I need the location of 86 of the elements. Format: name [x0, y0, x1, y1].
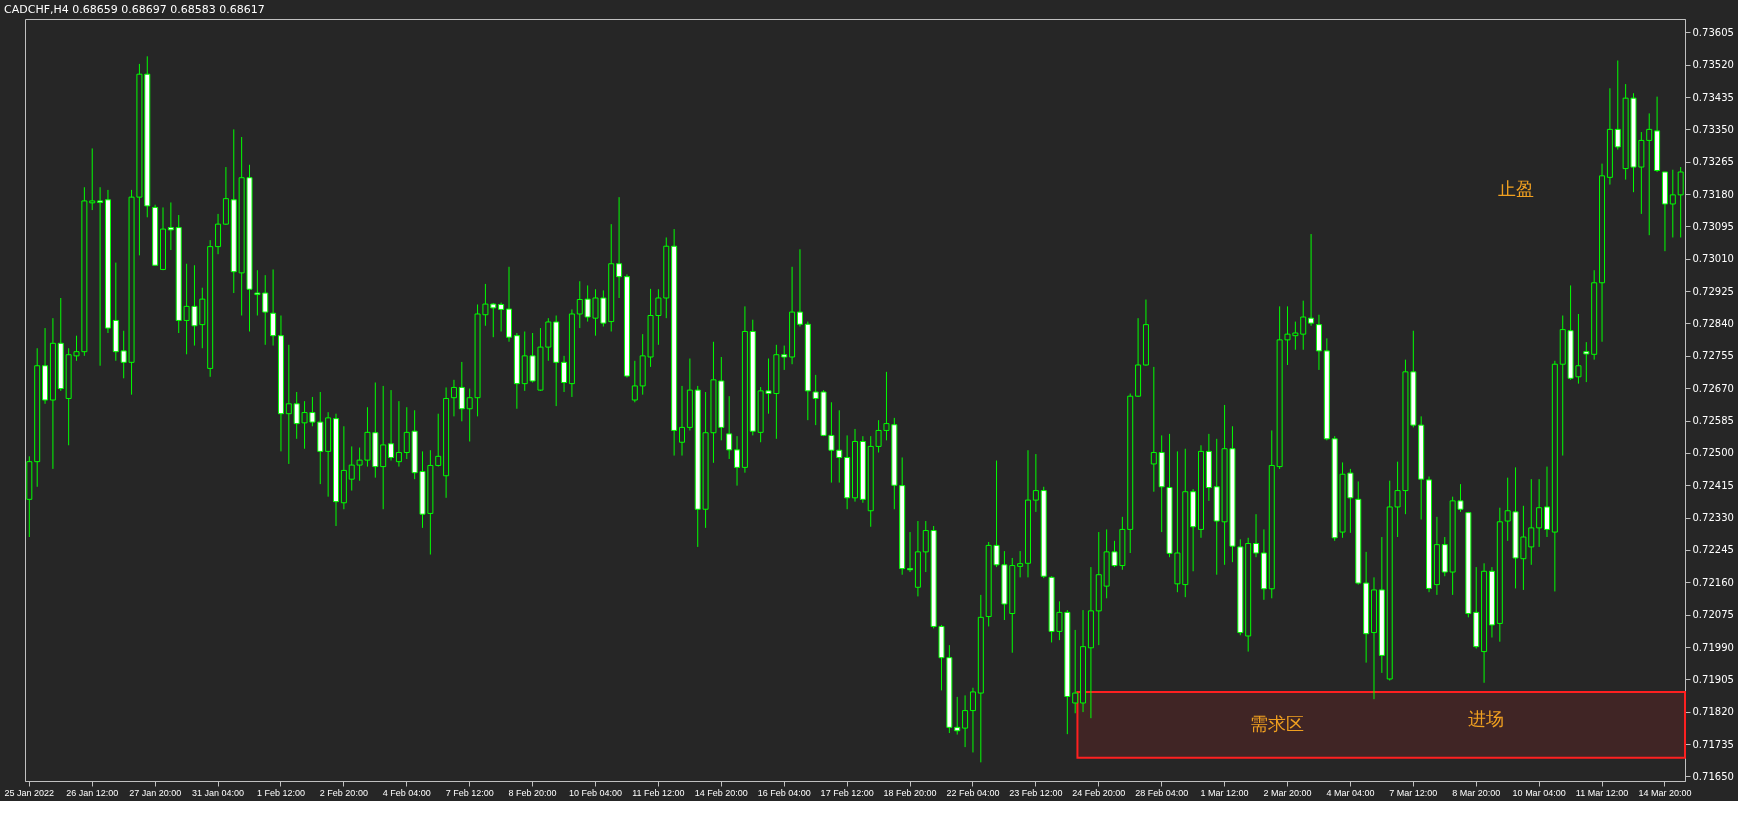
x-tick-label: 7 Mar 12:00	[1389, 787, 1438, 798]
candlestick	[395, 400, 402, 468]
x-tick-label: 25 Jan 2022	[4, 787, 55, 798]
x-tick-label: 4 Feb 04:00	[382, 787, 431, 798]
x-tick-label: 7 Feb 12:00	[445, 787, 494, 798]
y-tick-label: 0.72160	[1692, 576, 1734, 588]
x-tick-label: 10 Mar 04:00	[1512, 787, 1566, 798]
y-tick-label: 0.72330	[1692, 512, 1734, 524]
x-tick-label: 23 Feb 12:00	[1009, 787, 1063, 798]
y-tick-label: 0.73095	[1692, 220, 1734, 232]
y-tick-label: 0.73435	[1692, 91, 1734, 103]
candlestick	[285, 344, 292, 465]
y-tick-label: 0.73010	[1692, 253, 1734, 265]
candlestick	[1543, 466, 1550, 538]
band-label: 需求区	[1249, 712, 1304, 734]
x-tick-label: 11 Feb 12:00	[632, 787, 685, 798]
chart-title: CADCHF,H4 0.68659 0.68697 0.68583 0.68617	[4, 3, 265, 16]
x-tick-label: 1 Mar 12:00	[1200, 787, 1249, 798]
x-tick-label: 1 Feb 12:00	[256, 787, 305, 798]
y-tick-label: 0.72925	[1692, 285, 1734, 297]
candlestick	[969, 687, 976, 753]
candlestick	[616, 196, 623, 299]
candlestick	[796, 248, 803, 328]
x-tick-label: 31 Jan 04:00	[192, 787, 245, 798]
candlestick	[734, 435, 741, 487]
y-tick-label: 0.71990	[1692, 641, 1734, 653]
x-tick-label: 24 Feb 20:00	[1072, 787, 1126, 798]
y-tick-label: 0.72245	[1692, 544, 1734, 556]
y-tick-label: 0.73520	[1692, 59, 1734, 71]
candlestick	[1308, 233, 1315, 327]
x-tick-label: 8 Feb 20:00	[508, 787, 557, 798]
x-tick-label: 18 Feb 20:00	[883, 787, 937, 798]
candlestick	[1017, 550, 1024, 578]
candlestick	[1583, 341, 1590, 383]
x-tick-label: 8 Mar 20:00	[1452, 787, 1501, 798]
y-tick-label: 0.71650	[1692, 770, 1734, 782]
candlestick	[270, 268, 277, 347]
candlestick	[458, 361, 465, 422]
candlestick	[1150, 366, 1157, 493]
y-tick-label: 0.72585	[1692, 415, 1734, 427]
y-tick-label: 0.72500	[1692, 447, 1734, 459]
y-tick-label: 0.71820	[1692, 706, 1734, 718]
candlestick	[631, 360, 638, 403]
candlestick	[498, 302, 505, 332]
candlestick	[1536, 478, 1543, 548]
y-tick-label: 0.73265	[1692, 156, 1734, 168]
x-tick-label: 26 Jan 12:00	[66, 787, 119, 798]
x-tick-label: 10 Feb 04:00	[568, 787, 623, 798]
x-tick-label: 14 Mar 20:00	[1638, 787, 1692, 798]
candlestick	[1072, 629, 1079, 714]
y-tick-label: 0.73605	[1692, 26, 1734, 38]
x-tick-label: 2 Mar 20:00	[1263, 787, 1312, 798]
y-tick-label: 0.72075	[1692, 609, 1734, 621]
candlestick	[388, 389, 395, 462]
candlestick	[1032, 453, 1039, 513]
x-tick-label: 14 Feb 20:00	[694, 787, 748, 798]
candlestick	[679, 385, 685, 457]
y-tick-label: 0.71735	[1692, 738, 1734, 750]
y-tick-label: 0.71905	[1692, 673, 1734, 685]
candlestick	[561, 355, 568, 393]
y-tick-label: 0.72840	[1692, 318, 1734, 329]
candlestick	[450, 379, 457, 417]
x-tick-label: 16 Feb 04:00	[757, 787, 811, 798]
candlestick	[907, 531, 914, 573]
candlestick	[215, 213, 222, 255]
x-tick-label: 22 Feb 04:00	[946, 787, 1000, 798]
y-tick-label: 0.73350	[1692, 123, 1734, 135]
candlestick	[1669, 169, 1676, 238]
y-tick-label: 0.72755	[1692, 350, 1734, 362]
y-tick-label: 0.72415	[1692, 479, 1734, 491]
candlestick	[1253, 513, 1260, 558]
x-tick-label: 17 Feb 12:00	[820, 787, 874, 798]
candlestick	[962, 694, 969, 748]
x-tick-label: 27 Jan 20:00	[129, 787, 182, 798]
candlestick	[726, 395, 733, 460]
y-tick-label: 0.73180	[1692, 188, 1734, 200]
candlestick	[97, 186, 104, 367]
x-tick-label: 4 Mar 04:00	[1326, 787, 1375, 798]
annotation: 进场	[1467, 708, 1504, 730]
candlestick	[167, 201, 174, 251]
x-tick-label: 28 Feb 04:00	[1135, 787, 1189, 798]
candlestick	[380, 385, 387, 510]
x-tick-label: 2 Feb 20:00	[319, 787, 368, 798]
annotation: 止盈	[1497, 178, 1534, 200]
y-tick-label: 0.72670	[1692, 382, 1734, 394]
x-tick-label: 11 Mar 12:00	[1575, 787, 1629, 798]
